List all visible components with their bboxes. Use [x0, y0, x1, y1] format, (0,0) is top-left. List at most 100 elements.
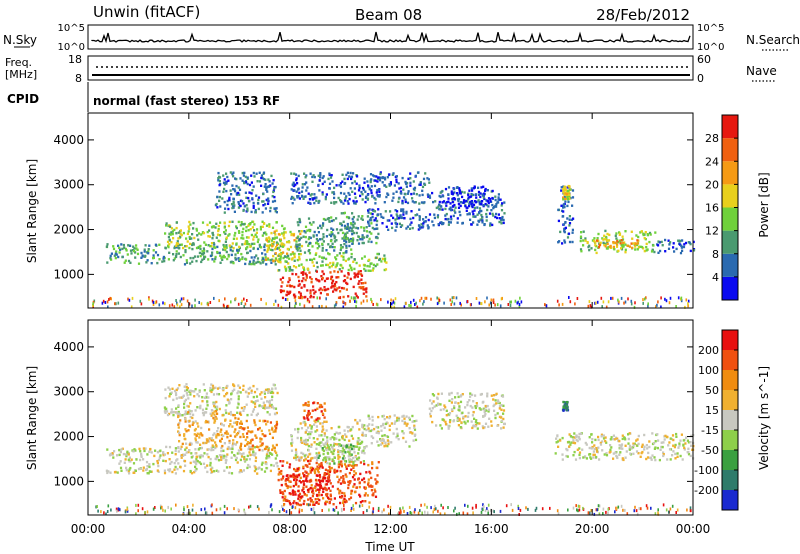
power-region-6-cell [358, 286, 361, 289]
velocity-region-10-cell [472, 400, 475, 403]
velocity-region-4-cell [367, 478, 370, 481]
power-region-16-cell [661, 244, 664, 247]
power-region-2-cell [218, 176, 222, 179]
power-region-5-cell [328, 266, 331, 269]
power-region-9-cell [408, 227, 412, 230]
velocity-region-1-cell [238, 386, 241, 389]
power-region-10-cell [492, 206, 495, 210]
velocity-region-4-cell [354, 501, 358, 505]
velocity-region-4-cell [364, 500, 367, 503]
power-region-1-cell [188, 227, 191, 230]
velocity-region-6-cell [294, 456, 297, 460]
velocity-region-7-cell [344, 460, 347, 463]
power-region-8-cell [356, 218, 359, 221]
velocity-region-0-cell [189, 461, 192, 465]
power-ground-speckle [191, 304, 193, 308]
velocity-region-4-cell [277, 467, 280, 471]
power-region-4-cell [292, 232, 296, 236]
velocity-region-0-cell [254, 452, 257, 455]
velocity-region-4-cell [284, 479, 287, 482]
power-region-3-cell [352, 172, 355, 175]
power-region-8-cell [360, 226, 363, 229]
power-region-3-cell [353, 192, 357, 195]
velocity-region-1-cell [237, 401, 240, 405]
velocity-region-13-cell [635, 450, 639, 453]
power-region-3-cell [304, 195, 307, 198]
power-region-4-cell [286, 240, 289, 244]
velocity-region-4-cell [369, 471, 372, 475]
power-region-10-cell [478, 211, 481, 215]
power-region-7-cell [333, 249, 336, 252]
velocity-region-6-cell [295, 458, 298, 461]
velocity-region-4-cell [367, 483, 370, 486]
power-ground-speckle [466, 300, 469, 303]
velocity-region-10-cell [444, 423, 448, 426]
velocity-region-2-cell [177, 415, 180, 419]
power-region-0-cell [271, 258, 274, 261]
velocity-region-10-cell [466, 420, 469, 423]
velocity-region-9-cell [397, 419, 400, 422]
power-region-14-cell [607, 246, 610, 249]
power-region-8-cell [344, 235, 348, 239]
velocity-region-0-cell [226, 453, 229, 456]
power-region-5-cell [378, 258, 381, 262]
velocity-region-11-cell [573, 450, 576, 454]
velocity-region-7-cell [332, 444, 335, 447]
power-region-1-cell [179, 235, 182, 238]
velocity-ground-speckle [421, 511, 423, 515]
velocity-region-13-cell [690, 434, 693, 438]
power-ground-speckle [311, 305, 314, 309]
power-region-1-cell [281, 232, 284, 235]
power-region-1-cell [263, 222, 266, 225]
velocity-region-4-cell [284, 495, 287, 498]
power-region-2-cell [244, 175, 247, 179]
velocity-region-6-cell [361, 425, 364, 428]
velocity-region-10-cell [431, 407, 434, 410]
power-ground-speckle [668, 301, 671, 305]
power-region-10-cell [440, 221, 443, 224]
velocity-region-13-cell [615, 454, 618, 458]
power-region-10-cell [483, 223, 486, 226]
power-ground-speckle [387, 300, 389, 304]
power-region-2-cell [252, 206, 255, 209]
power-region-5-cell [369, 269, 372, 272]
power-region-4-cell [280, 242, 283, 245]
velocity-region-1-cell [239, 410, 242, 414]
velocity-region-3-cell [240, 448, 243, 451]
power-region-2-cell [228, 198, 231, 201]
power-region-3-cell [300, 194, 304, 198]
velocity-region-0-cell [265, 453, 269, 456]
power-region-7-cell [322, 217, 325, 221]
velocity-region-0-cell [207, 448, 210, 451]
velocity-region-2-cell [214, 443, 218, 447]
velocity-region-10-cell [483, 414, 486, 417]
power-ground-speckle [117, 301, 120, 305]
velocity-region-4-cell [318, 463, 321, 466]
power-region-3-cell [428, 181, 431, 184]
velocity-region-1-cell [181, 414, 184, 417]
power-region-14-cell [642, 232, 645, 235]
power-region-16-cell [660, 240, 663, 244]
power-region-3-cell [304, 176, 307, 179]
velocity-region-2-cell [228, 439, 231, 443]
velocity-region-1-cell [225, 392, 228, 396]
velocity-region-0-cell [225, 459, 228, 462]
power-region-2-cell [250, 181, 253, 184]
power-region-14-cell [605, 235, 608, 239]
power-region-10-cell [495, 212, 498, 216]
velocity-region-6-cell [354, 455, 357, 459]
velocity-region-4-cell [366, 494, 369, 497]
velocity-region-9-cell [387, 442, 390, 446]
velocity-region-0-cell [248, 458, 251, 461]
power-region-2-cell [246, 209, 249, 212]
power-region-5-cell [342, 255, 345, 259]
power-ground-speckle [194, 304, 196, 308]
power-ground-speckle [509, 304, 512, 307]
power-region-1-cell [212, 241, 215, 245]
power-region-9-cell [402, 213, 405, 216]
velocity-region-2-cell [211, 444, 214, 447]
velocity-region-13-cell [621, 437, 624, 441]
velocity-region-11-cell [574, 458, 578, 461]
power-region-9-cell [409, 217, 412, 221]
power-region-3-cell [343, 192, 346, 195]
